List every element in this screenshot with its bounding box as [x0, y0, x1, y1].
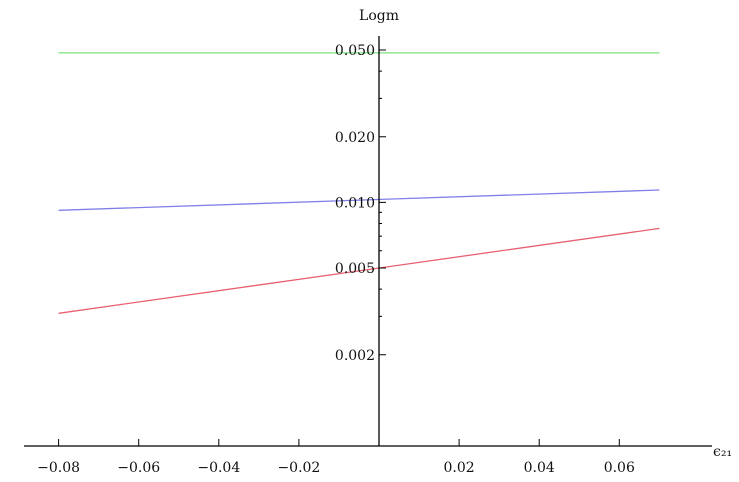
y-tick-label: 0.002 [335, 348, 375, 364]
y-tick-label: 0.050 [335, 43, 375, 59]
x-tick-label: −0.06 [117, 460, 160, 476]
series-layer [58, 52, 660, 314]
x-tick-label: 0.06 [604, 460, 635, 476]
y-ticks: 0.002 0.005 0.010 0.020 0.050 [335, 43, 386, 364]
y-tick-label: 0.020 [335, 130, 375, 146]
x-tick-label: −0.08 [37, 460, 80, 476]
x-axis-label: ϵ₂₁ [713, 444, 732, 460]
y-tick-label: 0.005 [335, 261, 375, 277]
series-line-3 [58, 227, 660, 314]
series-line-2 [58, 189, 660, 211]
y-tick-label: 0.010 [335, 195, 375, 211]
x-ticks: −0.08 −0.06 −0.04 −0.02 0.02 0.04 0.06 [37, 439, 635, 476]
x-tick-label: −0.02 [277, 460, 320, 476]
x-tick-label: 0.02 [444, 460, 475, 476]
y-axis-label: Logm [359, 8, 399, 24]
x-tick-label: 0.04 [524, 460, 555, 476]
x-tick-label: −0.04 [197, 460, 240, 476]
